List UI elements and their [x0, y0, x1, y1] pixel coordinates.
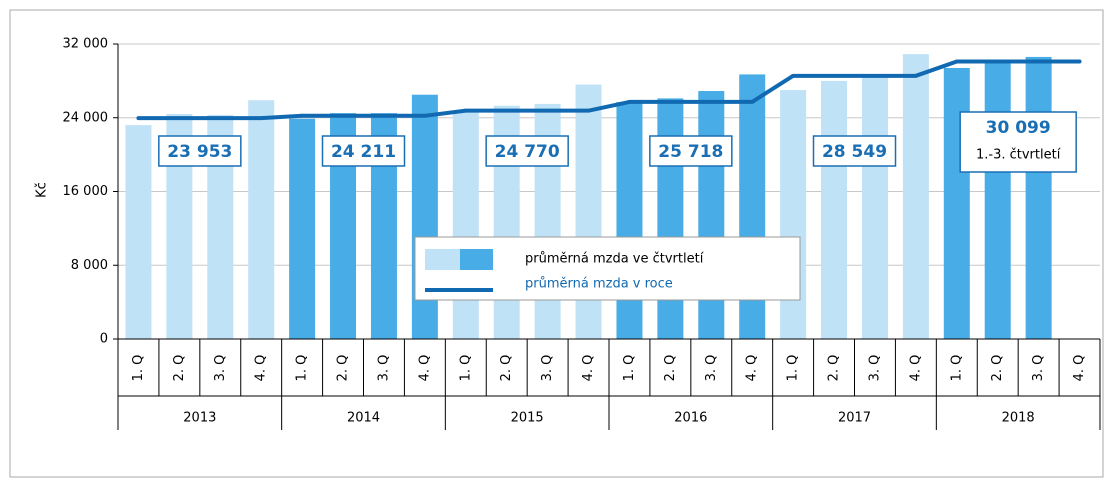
x-tick-label: 2. Q — [663, 355, 678, 382]
x-tick-label: 2. Q — [172, 355, 187, 382]
value-label-box — [959, 111, 1077, 173]
bar — [984, 61, 1011, 339]
bar — [248, 100, 275, 339]
group-label: 2015 — [511, 411, 544, 426]
x-tick-label: 1. Q — [786, 355, 801, 382]
x-tick-label: 1. Q — [295, 355, 310, 382]
y-tick-label: 16 000 — [63, 184, 109, 199]
bar — [411, 94, 438, 339]
bar — [289, 118, 316, 339]
group-label: 2018 — [1002, 411, 1035, 426]
bar — [657, 98, 684, 339]
value-label-box — [812, 135, 897, 167]
x-tick-label: 3. Q — [540, 355, 555, 382]
x-tick-label: 1. Q — [458, 355, 473, 382]
bar — [616, 102, 643, 339]
bar — [1025, 56, 1052, 339]
y-tick-label: 8 000 — [71, 258, 108, 273]
bar — [943, 67, 970, 339]
y-tick-label: 32 000 — [63, 37, 109, 52]
y-axis-label: Kč — [35, 182, 50, 198]
value-label: 25 718 — [658, 142, 723, 162]
line-connector — [915, 59, 958, 78]
x-tick-label: 3. Q — [1031, 355, 1046, 382]
group-label: 2016 — [674, 411, 707, 426]
bar — [902, 54, 929, 339]
line-connector — [588, 99, 630, 113]
line-connector — [424, 108, 467, 118]
group-label: 2017 — [838, 411, 871, 426]
x-tick-label: 1. Q — [949, 355, 964, 382]
bar — [821, 80, 848, 339]
bar — [780, 90, 807, 339]
x-tick-label: 2. Q — [499, 355, 514, 382]
x-tick-label: 1. Q — [622, 355, 637, 382]
value-label-box — [158, 135, 242, 167]
frame — [9, 9, 1104, 478]
value-label: 24 770 — [495, 142, 560, 162]
x-tick-label: 4. Q — [254, 355, 269, 382]
line-connector — [751, 74, 795, 104]
value-label: 30 099 — [986, 118, 1051, 138]
value-label-box — [649, 135, 733, 167]
bar — [575, 84, 602, 339]
legend-label: průměrná mzda v roce — [525, 277, 673, 292]
x-tick-label: 2. Q — [827, 355, 842, 382]
x-tick-label: 3. Q — [213, 355, 228, 382]
value-label-box — [321, 135, 406, 167]
x-tick-label: 2. Q — [990, 355, 1005, 382]
x-tick-label: 3. Q — [704, 355, 719, 382]
value-label: 24 211 — [331, 142, 396, 162]
group-label: 2013 — [183, 411, 216, 426]
annotation: 1.-3. čtvrtletí — [976, 148, 1061, 163]
y-tick-label: 24 000 — [63, 110, 109, 125]
x-tick-label: 2. Q — [336, 355, 351, 382]
bar — [698, 91, 725, 339]
x-tick-label: 3. Q — [867, 355, 882, 382]
bar — [861, 76, 888, 339]
line-connector — [261, 113, 303, 121]
legend-swatch — [425, 249, 460, 270]
x-tick-label: 4. Q — [745, 355, 760, 382]
bar — [452, 112, 479, 339]
x-tick-label: 4. Q — [908, 355, 923, 382]
legend-swatch — [460, 249, 493, 270]
bar — [125, 125, 152, 339]
x-tick-label: 4. Q — [417, 355, 432, 382]
x-tick-label: 3. Q — [376, 355, 391, 382]
x-tick-label: 4. Q — [581, 355, 596, 382]
group-label: 2014 — [347, 411, 380, 426]
value-label: 23 953 — [167, 142, 232, 162]
value-label: 28 549 — [822, 142, 887, 162]
x-tick-label: 4. Q — [1072, 355, 1087, 382]
value-label-box — [485, 135, 569, 167]
legend-label: průměrná mzda ve čtvrtletí — [525, 252, 704, 267]
y-tick-label: 0 — [100, 332, 108, 347]
x-tick-label: 1. Q — [131, 355, 146, 382]
